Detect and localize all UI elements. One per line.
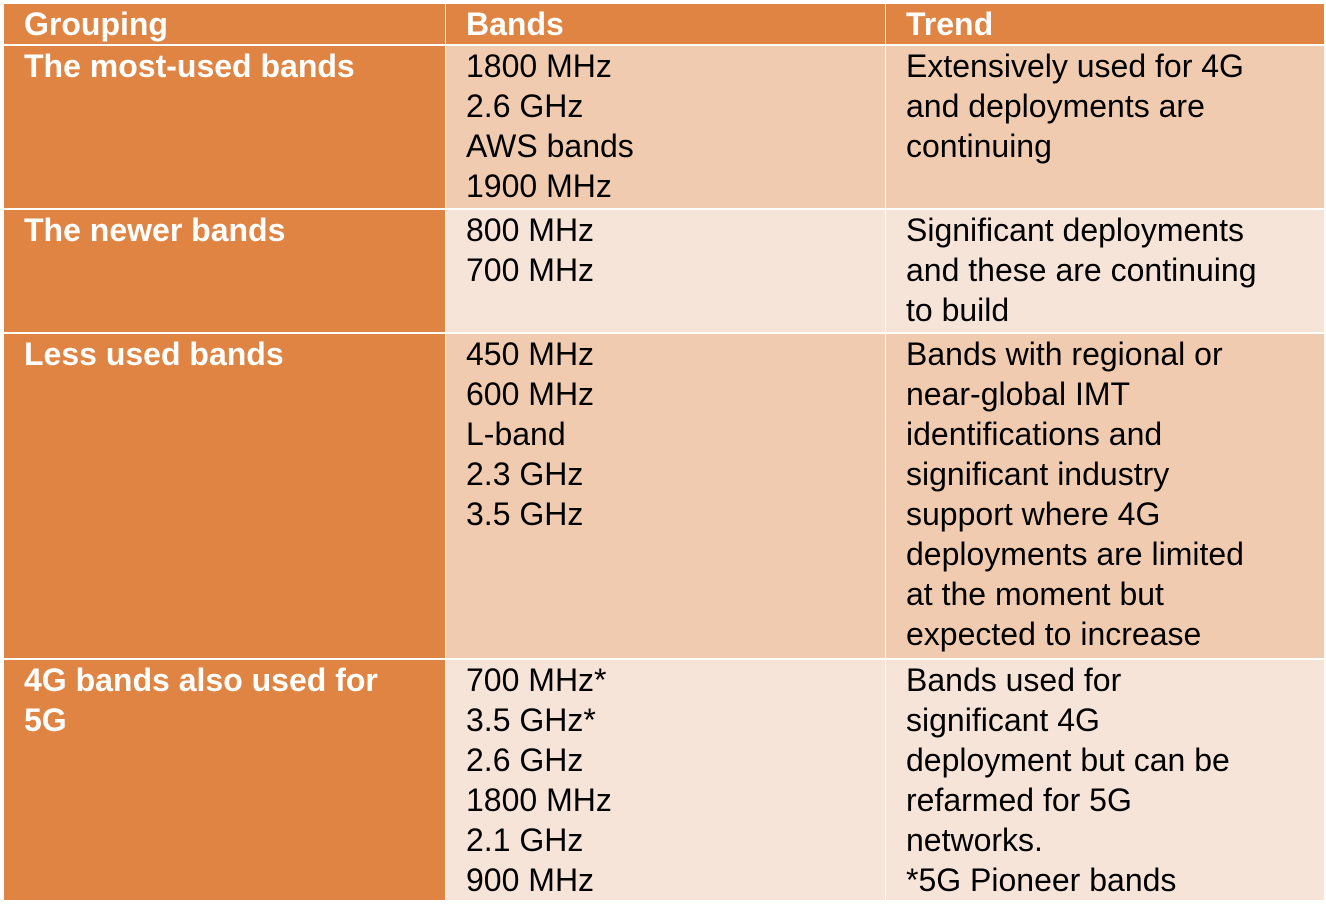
cell-text: 3.5 GHz*	[466, 702, 596, 738]
grouping-cell: The most-used bands	[4, 46, 445, 208]
cell-text: 2.6 GHz	[466, 742, 584, 778]
grouping-cell: Less used bands	[4, 334, 445, 658]
cell-text: to build	[906, 292, 1010, 328]
cell-text: and deployments are	[906, 88, 1205, 124]
trend-cell: Bands used for significant 4G deployment b…	[886, 660, 1324, 900]
cell-text: Bands used for	[906, 662, 1122, 698]
cell-text: 1800 MHz	[466, 782, 612, 818]
cell-text: deployments are limited	[906, 536, 1244, 572]
cell-text: deployment but can be	[906, 742, 1230, 778]
cell-text: 2.6 GHz	[466, 88, 584, 124]
cell-text: 700 MHz*	[466, 662, 607, 698]
cell-text: identifications and	[906, 416, 1163, 452]
grouping-cell: The newer bands	[4, 210, 445, 332]
cell-text: near-global IMT	[906, 376, 1131, 412]
cell-text: 2.3 GHz	[466, 456, 584, 492]
cell-text: significant 4G	[906, 702, 1100, 738]
cell-text: *5G Pioneer bands	[906, 862, 1177, 898]
cell-text: networks.	[906, 822, 1043, 858]
cell-text: 450 MHz	[466, 336, 595, 372]
cell-text: 1900 MHz	[466, 168, 612, 204]
trend-cell: Significant deployments and these are con…	[886, 210, 1324, 332]
bands-cell: 450 MHz 600 MHz L-band 2.3 GHz 3.5 GHz	[446, 334, 885, 658]
trend-cell: Bands with regional or near-global IMT ide…	[886, 334, 1324, 658]
cell-text: 2.1 GHz	[466, 822, 584, 858]
bands-cell: 800 MHz 700 MHz	[446, 210, 885, 332]
cell-text: 1800 MHz	[466, 48, 612, 84]
cell-text: and these are continuing	[906, 252, 1257, 288]
cell-text: 3.5 GHz	[466, 496, 584, 532]
cell-text: Bands	[466, 6, 564, 42]
cell-text: Grouping	[24, 6, 168, 42]
header-cell: Grouping	[4, 4, 445, 44]
cell-text: Bands with regional or	[906, 336, 1223, 372]
header-cell: Bands	[446, 4, 885, 44]
bands-cell: 700 MHz* 3.5 GHz* 2.6 GHz 1800 MHz 2.1 GHz 90…	[446, 660, 885, 900]
cell-text: Extensively used for 4G	[906, 48, 1244, 84]
cell-text: 700 MHz	[466, 252, 595, 288]
cell-text: 800 MHz	[466, 212, 595, 248]
cell-text: Significant deployments	[906, 212, 1244, 248]
trend-cell: Extensively used for 4G and deployments a…	[886, 46, 1324, 208]
cell-text: AWS bands	[466, 128, 634, 164]
cell-text: significant industry	[906, 456, 1170, 492]
cell-text: refarmed for 5G	[906, 782, 1132, 818]
cell-text: Trend	[906, 6, 994, 42]
cell-text: expected to increase	[906, 616, 1202, 652]
cell-text: L-band	[466, 416, 566, 452]
header-cell: Trend	[886, 4, 1324, 44]
cell-text: support where 4G	[906, 496, 1161, 532]
cell-text: continuing	[906, 128, 1052, 164]
cell-text: 600 MHz	[466, 376, 595, 412]
cell-text: 900 MHz	[466, 862, 595, 898]
bands-cell: 1800 MHz 2.6 GHz AWS bands 1900 MHz	[446, 46, 885, 208]
cell-text: at the moment but	[906, 576, 1164, 612]
grouping-cell: 4G bands also used for 5G	[4, 660, 445, 900]
